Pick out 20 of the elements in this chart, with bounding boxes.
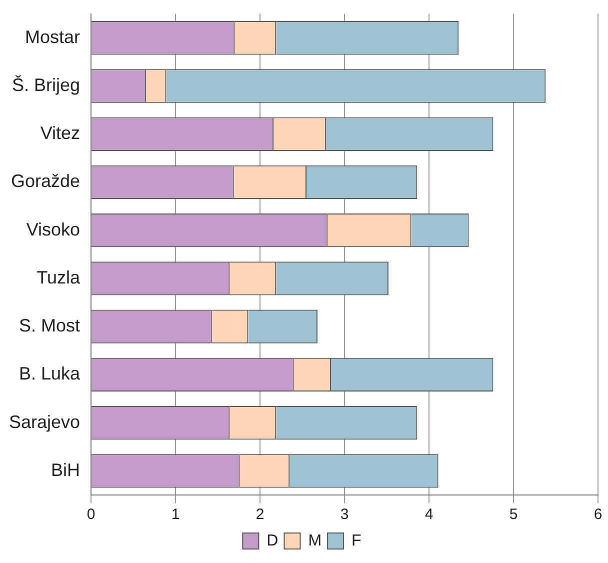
y-tick-label: BiH (51, 460, 80, 480)
legend-label: D (266, 532, 278, 550)
y-tick-label: Mostar (25, 26, 80, 47)
x-tick-label: 6 (594, 506, 602, 524)
y-tick-label: Tuzla (36, 267, 82, 288)
legend-label: M (308, 532, 322, 550)
y-tick-label: Sarajevo (8, 412, 80, 432)
x-tick-label: 4 (424, 506, 434, 524)
y-tick-label: Vitez (40, 123, 80, 144)
y-tick-label: S. Most (19, 316, 80, 336)
x-tick-label: 2 (256, 506, 264, 524)
y-tick-label: Visoko (26, 219, 80, 240)
y-tick-label: Goražde (10, 171, 80, 192)
x-tick-label: 5 (509, 506, 518, 524)
legend-label: F (352, 532, 362, 550)
x-tick-label: 3 (340, 506, 349, 524)
y-tick-label: B. Luka (18, 364, 82, 384)
y-tick-label: Š. Brijeg (12, 74, 80, 95)
x-tick-label: 1 (171, 506, 180, 524)
x-tick-label: 0 (86, 506, 96, 524)
